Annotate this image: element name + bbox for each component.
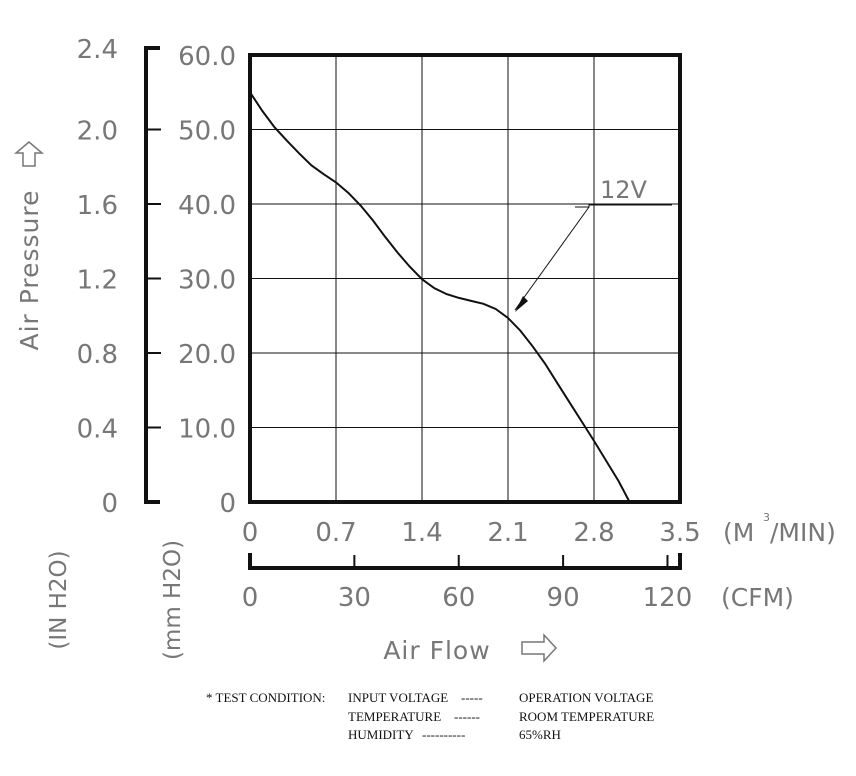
series-callout-12v: 12V <box>514 176 672 312</box>
plot-frame <box>248 53 682 504</box>
y-tick-label-mm: 60.0 <box>178 42 236 72</box>
callout-leader-line <box>575 204 672 208</box>
y-axis-title-text: Air Pressure <box>15 189 44 350</box>
y-axis-bracket <box>144 46 160 504</box>
y-tick-label-in: 0 <box>101 489 118 519</box>
y-axis <box>144 46 161 504</box>
x-tick-label-m3min: 2.8 <box>573 518 614 548</box>
y-tick-label-mm: 40.0 <box>178 191 236 221</box>
test-condition-notes: * TEST CONDITION: INPUT VOLTAGE ----- OP… <box>206 690 654 742</box>
tick-labels: 0 10.0 20.0 30.0 40.0 50.0 60.0 0 0.4 0.8 1.2 1.6 2.… <box>77 35 701 613</box>
test-condition-value-3: 65%RH <box>519 727 561 742</box>
callout-arrow-line <box>514 206 590 311</box>
y-axis-title: Air Pressure <box>13 141 45 351</box>
test-condition-dashes-2: ------ <box>454 709 480 724</box>
x-axis <box>248 553 682 570</box>
x-tick-label-cfm: 60 <box>442 583 475 613</box>
series-label-12v: 12V <box>600 176 648 204</box>
y-unit-in-h2o-text: (IN H2O) <box>46 550 72 649</box>
x-tick-label-cfm: 120 <box>643 583 693 613</box>
test-condition-dashes-1: ----- <box>461 690 483 705</box>
x-tick-label-cfm: 90 <box>547 583 580 613</box>
x-unit-m3min-prefix: (M <box>723 518 754 547</box>
test-condition-label: * TEST CONDITION: <box>206 690 325 705</box>
y-tick-label-in: 1.6 <box>77 191 118 221</box>
series-line-12v <box>249 91 631 503</box>
x-axis-title: Air Flow <box>383 633 558 665</box>
y-tick-label-in: 1.2 <box>77 266 118 296</box>
x-unit-m3min-suffix: /MIN) <box>770 518 836 547</box>
x-tick-label-m3min: 3.5 <box>659 518 700 548</box>
y-tick-label-in: 0.4 <box>77 415 118 445</box>
x-axis-title-text: Air Flow <box>383 636 490 665</box>
up-arrow-icon <box>13 141 45 167</box>
x-tick-label-cfm: 30 <box>338 583 371 613</box>
test-condition-value-1: OPERATION VOLTAGE <box>519 690 653 705</box>
y-unit-mm-h2o: (mm H2O) <box>160 540 186 660</box>
x-tick-label-m3min: 2.1 <box>487 518 528 548</box>
y-tick-label-mm: 50.0 <box>178 117 236 147</box>
y-tick-label-in: 2.4 <box>77 35 118 65</box>
y-tick-label-in: 0.8 <box>77 340 118 370</box>
y-tick-label-mm: 10.0 <box>178 415 236 445</box>
test-condition-key-3: HUMIDITY <box>348 727 414 742</box>
grid-lines <box>250 55 680 502</box>
test-condition-key-1: INPUT VOLTAGE <box>348 690 448 705</box>
y-tick-label-mm: 20.0 <box>178 340 236 370</box>
y-tick-label-mm: 0 <box>219 489 236 519</box>
y-unit-in-h2o: (IN H2O) <box>46 550 72 649</box>
test-condition-dashes-3: ---------- <box>422 727 465 742</box>
test-condition-key-2: TEMPERATURE <box>348 709 441 724</box>
x-unit-m3min: (M 3 /MIN) <box>723 511 836 547</box>
test-condition-value-2: ROOM TEMPERATURE <box>519 709 654 724</box>
x-tick-label-m3min: 0 <box>242 518 259 548</box>
x-tick-label-m3min: 1.4 <box>401 518 442 548</box>
y-unit-mm-h2o-text: (mm H2O) <box>160 540 186 660</box>
x-axis-bracket <box>248 553 682 570</box>
y-tick-label-in: 2.0 <box>77 117 118 147</box>
callout-arrow-head <box>515 296 528 312</box>
y-tick-label-mm: 30.0 <box>178 266 236 296</box>
x-tick-label-m3min: 0.7 <box>315 518 356 548</box>
x-unit-cfm: (CFM) <box>721 583 794 612</box>
x-unit-m3min-sup: 3 <box>763 511 770 524</box>
right-arrow-icon <box>521 633 558 663</box>
x-tick-label-cfm: 0 <box>242 583 259 613</box>
